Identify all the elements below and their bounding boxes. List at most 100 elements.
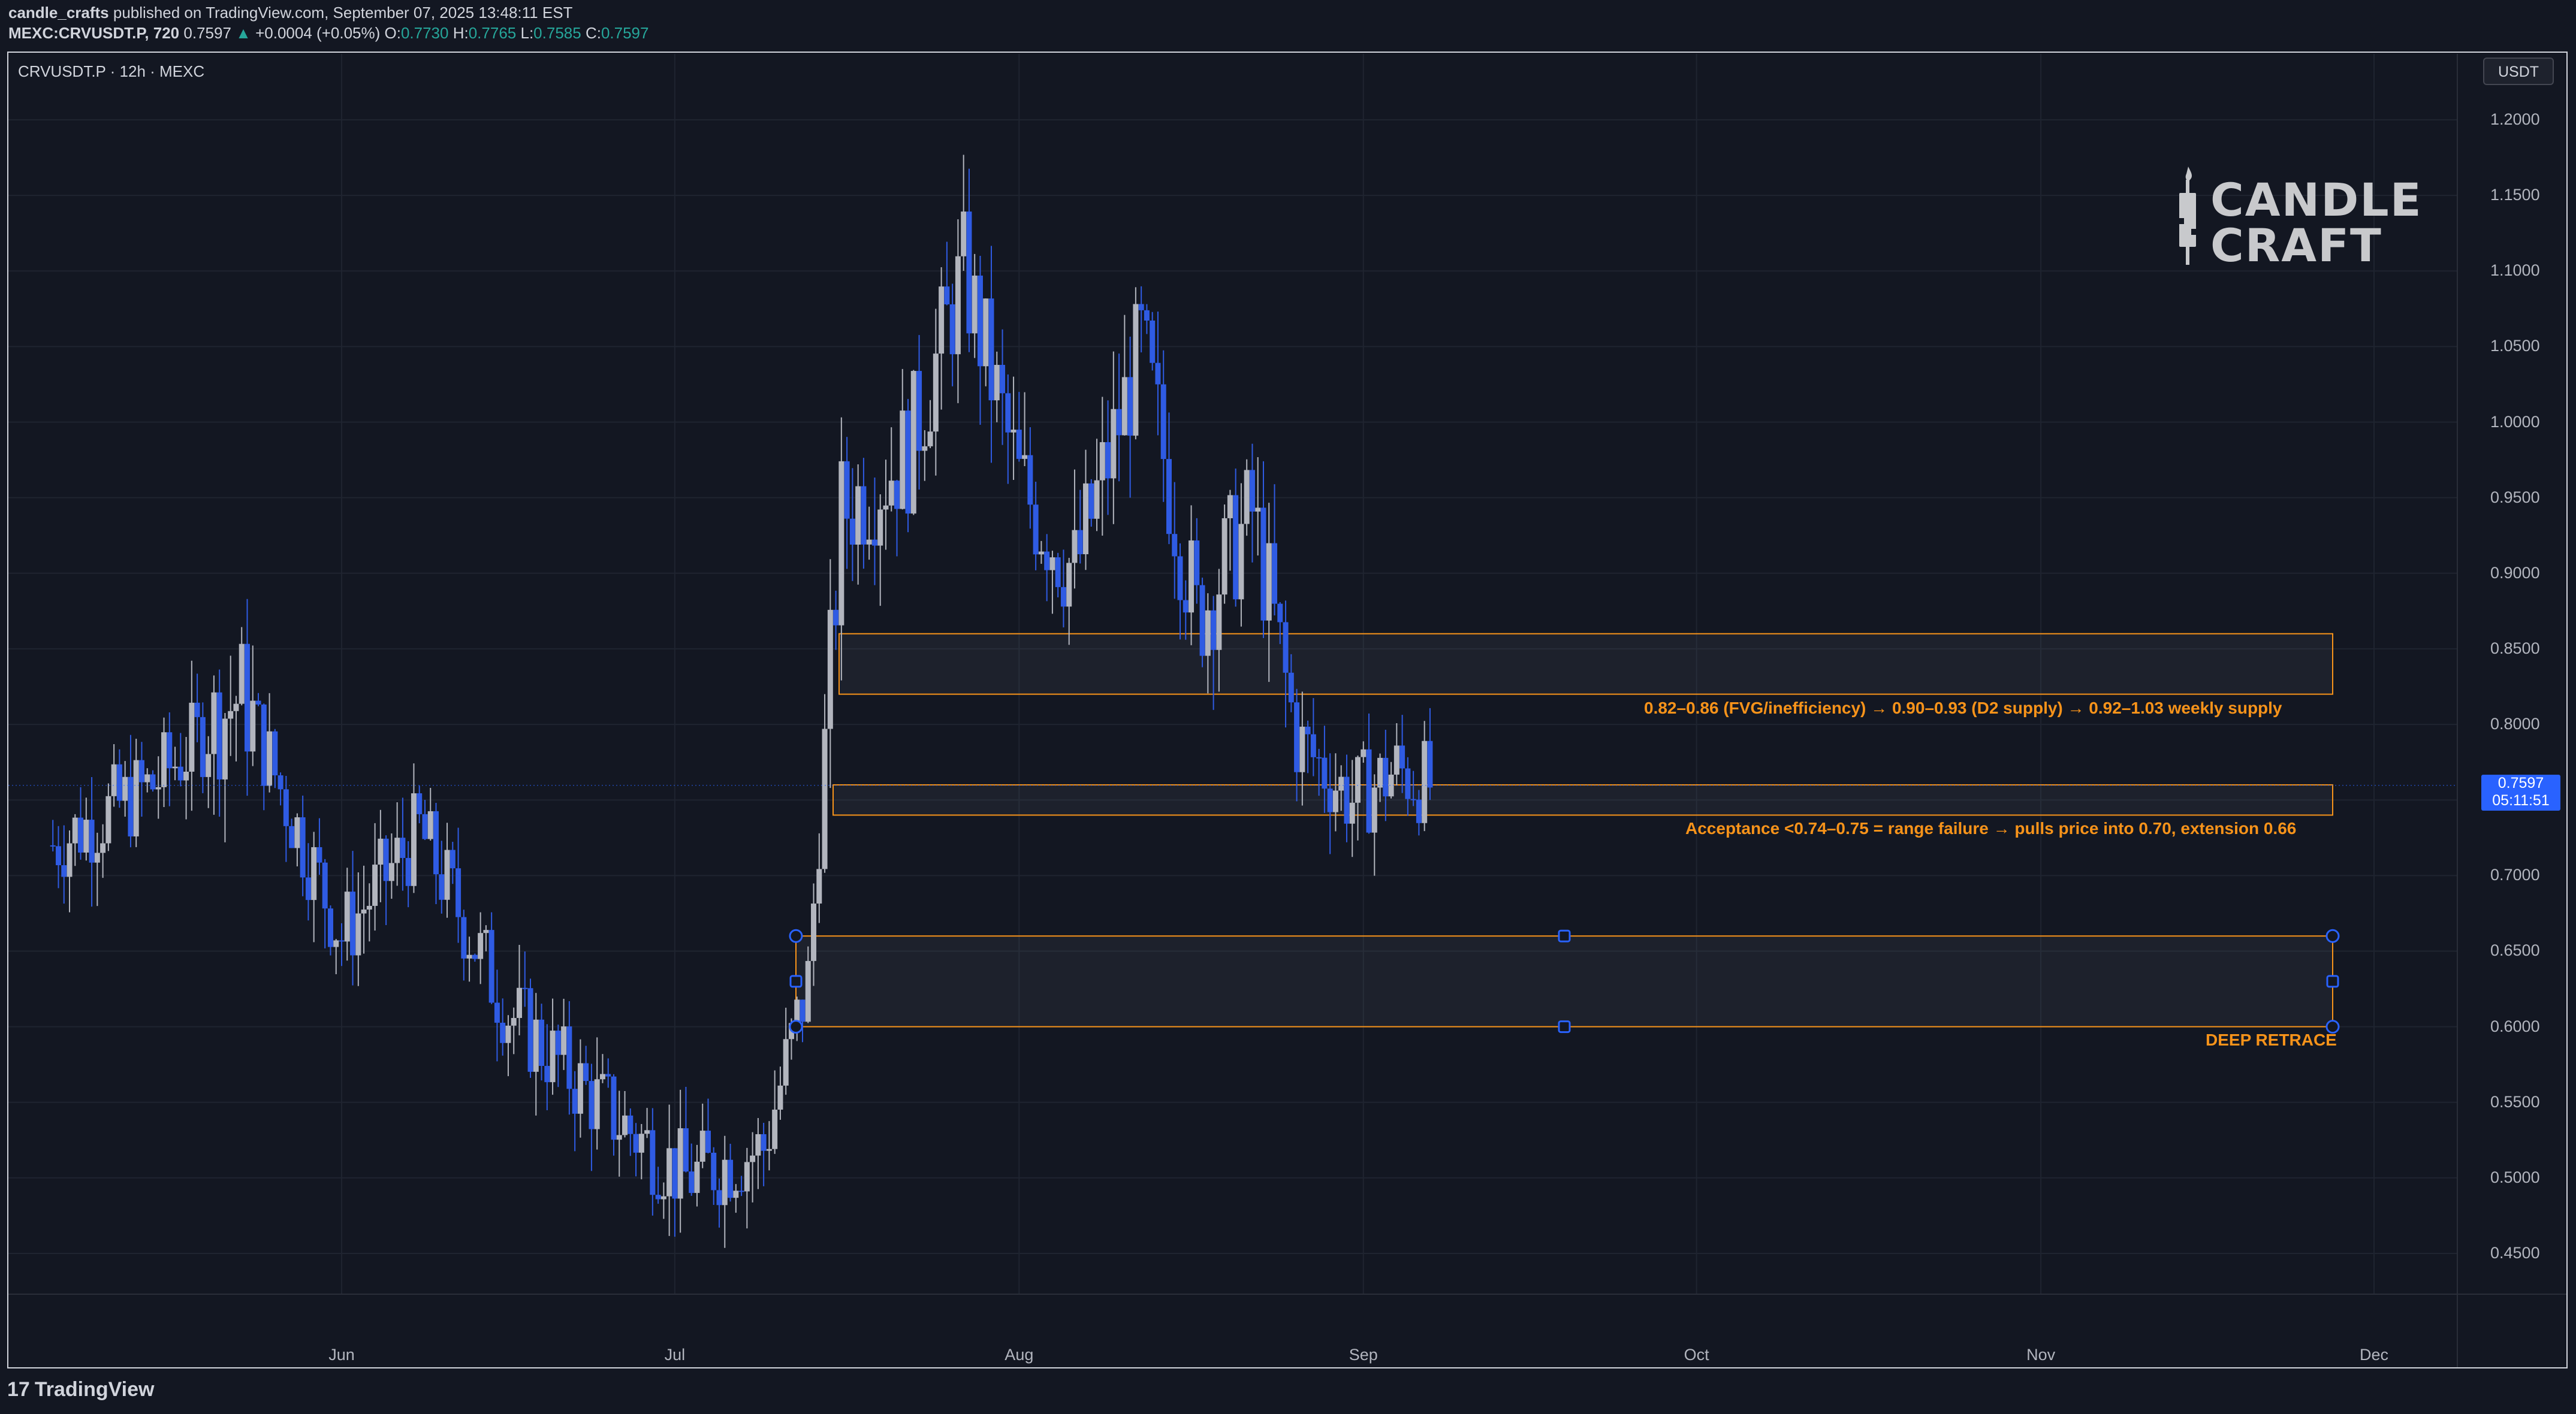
candle-body bbox=[216, 692, 222, 779]
candle-body bbox=[305, 877, 311, 901]
chart-frame bbox=[7, 52, 2568, 1368]
price-tick-label: 1.0500 bbox=[2490, 337, 2540, 355]
candle-body bbox=[888, 481, 894, 506]
candle-body bbox=[611, 1076, 617, 1140]
candle-body bbox=[683, 1128, 689, 1172]
candle-body bbox=[1000, 365, 1006, 394]
candle-body bbox=[339, 940, 345, 942]
tradingview-logo[interactable]: 17 TradingView bbox=[7, 1378, 154, 1401]
symbol-label: CRVUSDT.P · 12h · MEXC bbox=[18, 62, 205, 80]
candle-body bbox=[944, 286, 950, 304]
candle-body bbox=[583, 1063, 589, 1081]
candle-body bbox=[660, 1196, 666, 1200]
zone2-annotation[interactable]: Acceptance <0.74–0.75 = range failure → … bbox=[1685, 819, 2297, 838]
candle-body bbox=[105, 796, 111, 844]
candle-body bbox=[1055, 557, 1061, 587]
candle-body bbox=[1166, 459, 1172, 534]
candle-body bbox=[761, 1134, 767, 1151]
candle-body bbox=[616, 1135, 622, 1140]
zone1-annotation[interactable]: 0.82–0.86 (FVG/inefficiency) → 0.90–0.93… bbox=[1644, 699, 2282, 717]
candle-body bbox=[311, 847, 317, 901]
candle-body bbox=[910, 371, 916, 514]
time-tick-label: Dec bbox=[2359, 1346, 2388, 1364]
candle-body bbox=[722, 1159, 728, 1205]
currency-button[interactable]: USDT bbox=[2483, 58, 2554, 85]
candle-body bbox=[177, 766, 183, 781]
candle-body bbox=[605, 1074, 611, 1077]
candle-body bbox=[472, 954, 478, 959]
close-value: 0.7597 bbox=[601, 24, 649, 42]
candle-body bbox=[744, 1162, 750, 1192]
candle-body bbox=[1227, 495, 1233, 518]
price-tick-label: 0.4500 bbox=[2490, 1244, 2540, 1262]
candle-body bbox=[128, 777, 134, 837]
candle-body bbox=[488, 930, 494, 1003]
candle-body bbox=[728, 1159, 734, 1198]
candle-body bbox=[1066, 563, 1072, 607]
candle-body bbox=[111, 764, 117, 796]
candle-body bbox=[322, 862, 328, 909]
candle-body bbox=[827, 609, 833, 729]
candle-body bbox=[167, 732, 173, 769]
price-tick-label: 0.5500 bbox=[2490, 1092, 2540, 1111]
candle-body bbox=[1305, 726, 1311, 735]
candle-body bbox=[988, 298, 994, 401]
candle-body bbox=[1383, 757, 1389, 797]
candle-body bbox=[733, 1191, 739, 1198]
candle-body bbox=[666, 1148, 672, 1197]
candle-body bbox=[539, 1019, 545, 1066]
candle-body bbox=[78, 817, 84, 853]
time-tick-label: Jun bbox=[328, 1346, 355, 1364]
header-bar: candle_crafts published on TradingView.c… bbox=[0, 0, 2576, 50]
candle-body bbox=[244, 643, 250, 752]
brand-wordmark: CANDLE CRAFT bbox=[2210, 177, 2423, 268]
publisher-name[interactable]: candle_crafts bbox=[8, 4, 109, 22]
candle-body bbox=[738, 1191, 744, 1192]
resize-handle bbox=[1558, 1020, 1571, 1034]
candle-body bbox=[705, 1131, 711, 1153]
candle-body bbox=[1160, 384, 1166, 460]
candle-body bbox=[50, 845, 56, 847]
candle-body bbox=[461, 917, 467, 959]
candle-body bbox=[327, 908, 333, 947]
candle-body bbox=[366, 905, 372, 910]
candle-body bbox=[1127, 377, 1133, 436]
candle-body bbox=[1105, 442, 1111, 479]
candle-body bbox=[222, 718, 228, 779]
zone3-annotation[interactable]: DEEP RETRACE bbox=[2206, 1031, 2337, 1049]
candle-body bbox=[405, 857, 411, 886]
candle-body bbox=[1371, 787, 1377, 833]
resize-handle bbox=[2325, 929, 2340, 943]
candle-body bbox=[1233, 495, 1239, 600]
resize-handle bbox=[2325, 1020, 2340, 1034]
candle-body bbox=[500, 1022, 506, 1043]
price-tick-label: 1.2000 bbox=[2490, 110, 2540, 128]
candle-body bbox=[1116, 409, 1122, 436]
candle-body bbox=[422, 814, 428, 839]
candle-body bbox=[650, 1130, 656, 1195]
candle-body bbox=[638, 1134, 644, 1153]
price-tick-label: 0.8500 bbox=[2490, 639, 2540, 657]
candle-body bbox=[1121, 377, 1127, 436]
candle-body bbox=[355, 913, 361, 956]
time-tick-label: Aug bbox=[1005, 1346, 1034, 1364]
high-label: H: bbox=[453, 24, 469, 42]
candle-body bbox=[811, 904, 817, 961]
price-tick-label: 1.1000 bbox=[2490, 261, 2540, 280]
candle-body bbox=[966, 212, 972, 334]
open-value: 0.7730 bbox=[400, 24, 449, 42]
candle-body bbox=[677, 1128, 683, 1199]
candle-body bbox=[261, 704, 267, 786]
bar-countdown: 05:11:51 bbox=[2492, 792, 2550, 809]
candle-body bbox=[716, 1190, 722, 1205]
candle-body bbox=[1094, 480, 1100, 519]
candle-body bbox=[1416, 799, 1422, 823]
candle-body bbox=[1060, 587, 1066, 607]
candle-body bbox=[283, 789, 289, 826]
candle-body bbox=[1038, 551, 1044, 555]
candle-body bbox=[1260, 507, 1266, 621]
candle-body bbox=[777, 1085, 783, 1110]
candle-body bbox=[1194, 540, 1200, 585]
candle-body bbox=[72, 817, 78, 844]
